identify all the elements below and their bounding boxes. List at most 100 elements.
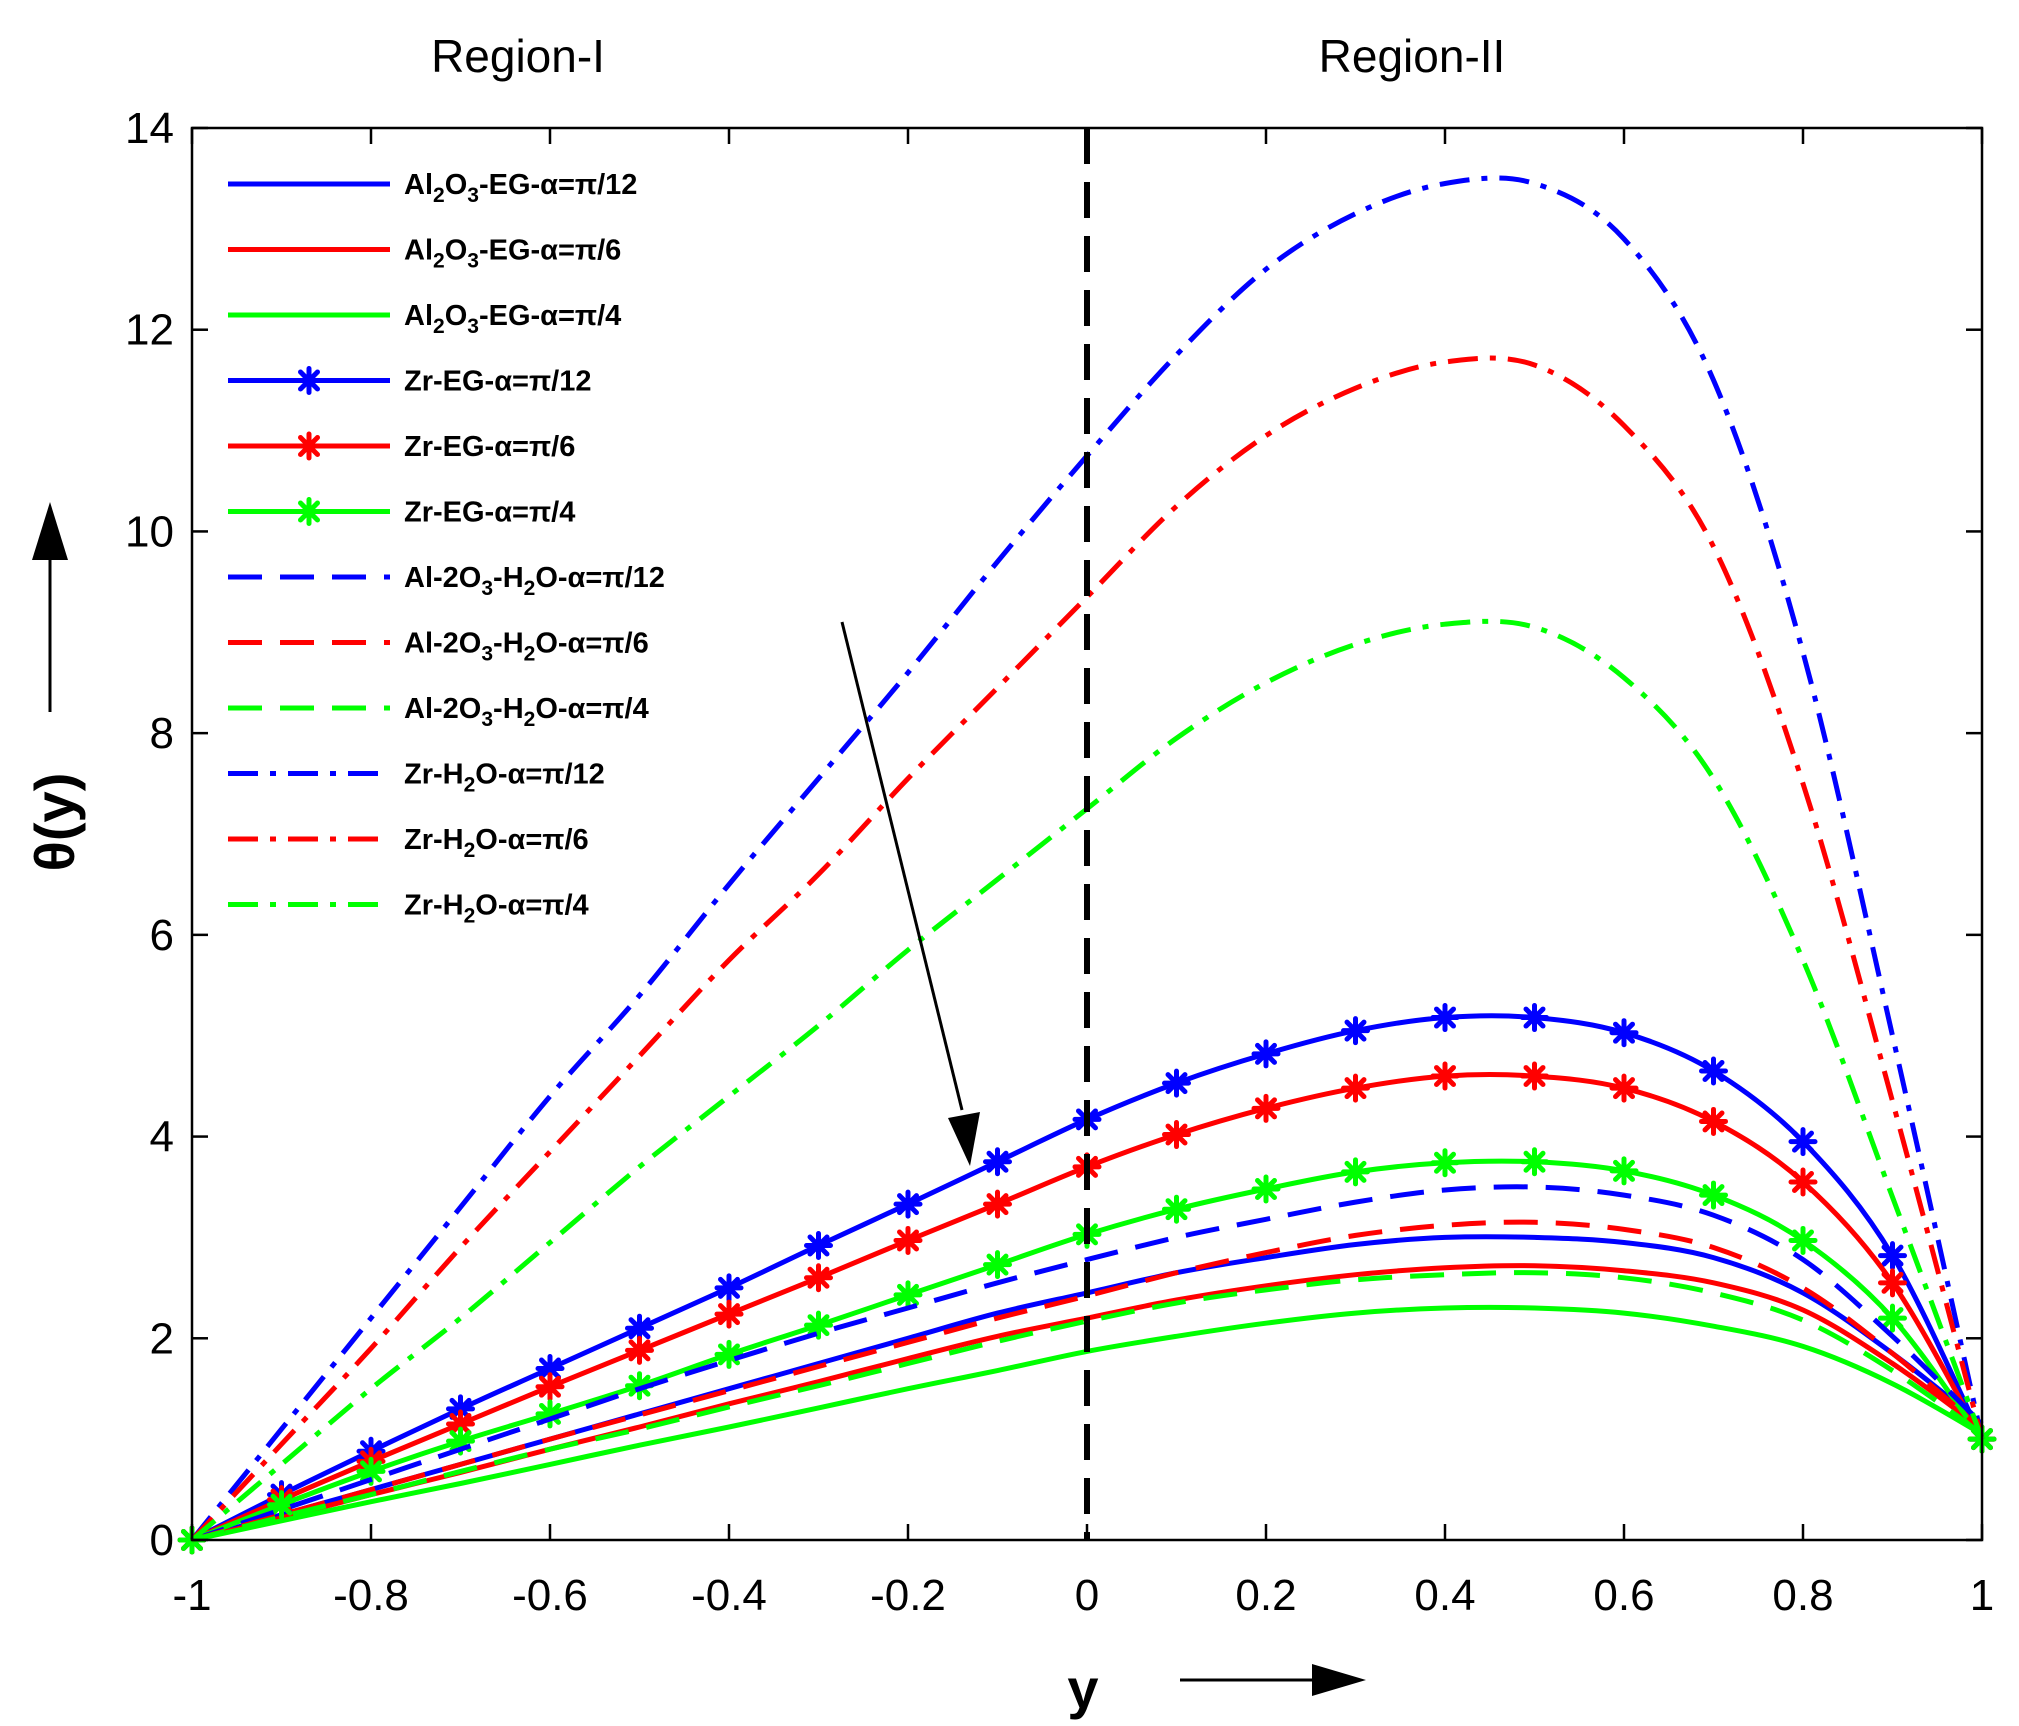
y-tick-label: 8 [150, 709, 174, 758]
legend-item: Zr-EG-α=π/12 [228, 366, 592, 398]
x-tick-label: 0.8 [1772, 1571, 1833, 1620]
series-5-marker [893, 1225, 923, 1255]
legend-label: Zr-EG-α=π/4 [404, 497, 575, 529]
legend-item: Al2O3-EG-α=π/6 [228, 235, 621, 273]
series-4-marker [983, 1147, 1012, 1177]
legend-label: Al-2O3-H2O-α=π/6 [404, 628, 649, 666]
legend-label: Zr-H2O-α=π/4 [404, 890, 589, 928]
x-tick-label: -0.2 [870, 1571, 946, 1620]
y-tick-label: 4 [150, 1113, 174, 1162]
series-5-marker [1520, 1061, 1549, 1091]
series-5-marker [1878, 1268, 1907, 1298]
trend-arrow-head [948, 1112, 980, 1166]
x-axis-arrow-head [1312, 1664, 1366, 1696]
legend-item: Zr-EG-α=π/4 [228, 497, 575, 529]
series-6-marker [267, 1490, 296, 1520]
series-6-marker [1251, 1174, 1281, 1204]
series-4-marker [1251, 1039, 1281, 1069]
series-6-marker [893, 1280, 923, 1310]
series-5-marker [1699, 1106, 1728, 1136]
y-tick-label: 6 [150, 911, 174, 960]
y-axis-label: θ(y) [23, 773, 86, 872]
x-tick-label: -1 [172, 1571, 211, 1620]
legend-item: Al-2O3-H2O-α=π/4 [228, 693, 649, 731]
x-tick-label: 0.6 [1593, 1571, 1654, 1620]
series-6-marker [1430, 1148, 1460, 1178]
legend-item: Zr-H2O-α=π/4 [228, 890, 589, 928]
series-5-marker [625, 1335, 654, 1365]
y-tick-label: 2 [150, 1314, 174, 1363]
series-4-marker [1609, 1018, 1639, 1048]
legend-label: Zr-EG-α=π/6 [404, 431, 575, 463]
legend-marker [294, 497, 324, 526]
series-6-marker [1609, 1156, 1639, 1186]
series-line-11 [190, 355, 1985, 1542]
legend-label: Al2O3-EG-α=π/12 [404, 169, 637, 207]
x-axis-label: y [1067, 1657, 1098, 1720]
legend-label: Al-2O3-H2O-α=π/4 [404, 693, 649, 731]
legend-label: Zr-H2O-α=π/6 [404, 824, 589, 862]
series-5-marker [1430, 1061, 1460, 1091]
series-line-9 [191, 1270, 1984, 1543]
series-5-marker [1162, 1120, 1191, 1150]
legend-item: Zr-H2O-α=π/12 [228, 759, 605, 797]
series-4-marker [1162, 1068, 1191, 1098]
legend-item: Al-2O3-H2O-α=π/12 [228, 562, 665, 600]
y-tick-label: 0 [150, 1516, 174, 1565]
legend-label: Al-2O3-H2O-α=π/12 [404, 562, 665, 600]
legend-item: Zr-EG-α=π/6 [228, 431, 575, 463]
legend-item: Al2O3-EG-α=π/4 [228, 300, 621, 338]
series-5-marker [1788, 1167, 1818, 1197]
series-4-marker [893, 1189, 923, 1219]
legend-marker [294, 366, 324, 395]
y-axis-arrow-head [32, 502, 68, 560]
series-4-marker [1341, 1016, 1370, 1046]
series-6-marker [983, 1250, 1012, 1280]
series-5-marker [535, 1372, 565, 1402]
series-4-marker [1699, 1056, 1728, 1086]
region-label-2: Region-II [1319, 30, 1506, 82]
series-6-marker [1699, 1180, 1728, 1210]
y-tick-label: 10 [125, 507, 174, 556]
x-tick-label: -0.8 [333, 1571, 409, 1620]
legend-item: Al-2O3-H2O-α=π/6 [228, 628, 649, 666]
legend-label: Zr-EG-α=π/12 [404, 366, 592, 398]
series-4-marker [1878, 1241, 1907, 1271]
y-tick-label: 14 [125, 104, 174, 153]
series-6-marker [714, 1339, 744, 1369]
series-line-7 [191, 1184, 1984, 1543]
x-tick-label: -0.4 [691, 1571, 767, 1620]
series-6-marker [804, 1310, 833, 1340]
series-4-marker [1520, 1003, 1549, 1033]
series-6-marker [1788, 1225, 1818, 1255]
legend-label: Zr-H2O-α=π/12 [404, 759, 605, 797]
legend-item: Al2O3-EG-α=π/12 [228, 169, 637, 207]
trend-arrow-shaft [840, 621, 964, 1111]
series-5-marker [983, 1189, 1012, 1219]
x-tick-label: 0 [1075, 1571, 1099, 1620]
legend-label: Al2O3-EG-α=π/6 [404, 235, 621, 273]
series-6-marker [1341, 1157, 1370, 1187]
series-6-marker [1520, 1147, 1549, 1177]
series-5-marker [804, 1263, 833, 1293]
series-5-marker [1251, 1093, 1281, 1123]
series-line-4 [190, 1013, 1985, 1543]
x-tick-label: 0.4 [1414, 1571, 1475, 1620]
series-5-marker [1609, 1073, 1639, 1103]
series-line-10 [190, 175, 1985, 1542]
series-5-marker [714, 1299, 744, 1329]
series-6-marker [1878, 1303, 1907, 1333]
x-tick-label: 0.2 [1235, 1571, 1296, 1620]
series-4-marker [1788, 1127, 1818, 1157]
x-tick-label: -0.6 [512, 1571, 588, 1620]
series-4-marker [714, 1273, 744, 1303]
series-4-marker [1430, 1003, 1460, 1033]
region-label-1: Region-I [431, 30, 605, 82]
y-tick-label: 12 [125, 306, 174, 355]
legend-marker [294, 431, 324, 461]
series-6-marker [1162, 1194, 1191, 1224]
legend-label: Al2O3-EG-α=π/4 [404, 300, 621, 338]
series-6-marker [356, 1456, 386, 1486]
series-4-marker [804, 1230, 833, 1260]
